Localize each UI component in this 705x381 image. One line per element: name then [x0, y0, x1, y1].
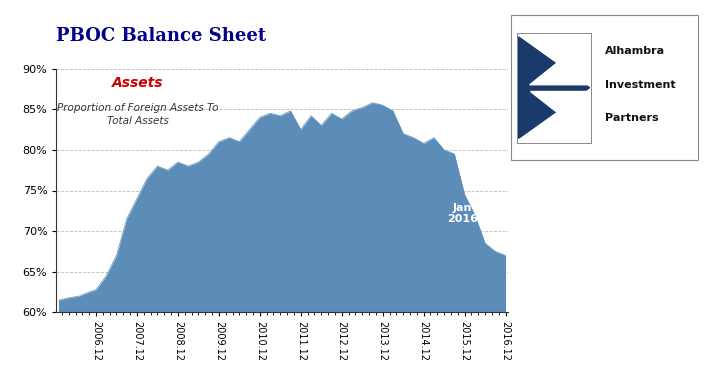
Polygon shape [530, 37, 589, 85]
Polygon shape [519, 37, 589, 138]
Text: Proportion of Foreign Assets To
Total Assets: Proportion of Foreign Assets To Total As… [57, 103, 219, 126]
FancyBboxPatch shape [511, 15, 698, 160]
Polygon shape [530, 91, 589, 138]
Text: Partners: Partners [605, 113, 658, 123]
Text: Jan
2016: Jan 2016 [447, 203, 478, 224]
Text: PBOC Balance Sheet: PBOC Balance Sheet [56, 27, 266, 45]
Text: Alhambra: Alhambra [605, 46, 665, 56]
Text: Investment: Investment [605, 80, 675, 90]
Text: Assets: Assets [112, 76, 164, 90]
